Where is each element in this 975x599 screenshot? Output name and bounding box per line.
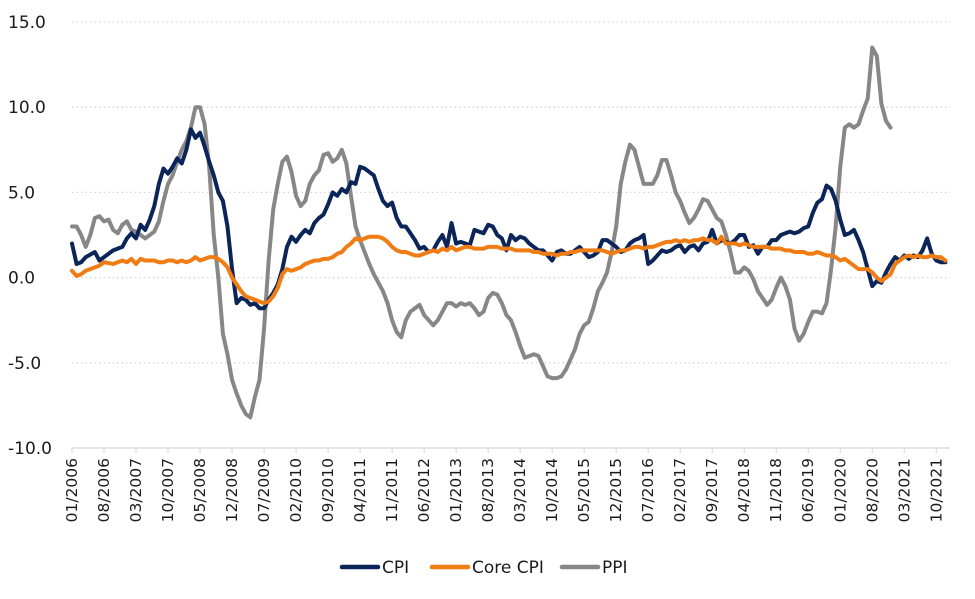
x-tick-label: 03/2021 bbox=[895, 458, 913, 522]
y-tick-label: 15.0 bbox=[8, 13, 46, 33]
x-tick-label: 09/2010 bbox=[319, 458, 337, 522]
gridlines bbox=[72, 21, 950, 449]
y-tick-label: 10.0 bbox=[8, 98, 46, 118]
legend-item-core-cpi: Core CPI bbox=[429, 558, 544, 578]
x-tick-label: 08/2020 bbox=[863, 458, 881, 522]
x-tick-label: 12/2015 bbox=[607, 458, 625, 522]
legend-label: CPI bbox=[382, 558, 409, 578]
legend: CPI Core CPI PPI bbox=[339, 558, 628, 578]
x-tick-label: 06/2019 bbox=[799, 458, 817, 522]
series-line-cpi bbox=[70, 127, 948, 311]
y-tick-label: -5.0 bbox=[8, 354, 41, 374]
x-tick-label: 07/2009 bbox=[255, 458, 273, 522]
legend-item-cpi: CPI bbox=[339, 558, 409, 578]
x-tick-label: 08/2013 bbox=[479, 458, 497, 522]
x-tick-label: 07/2016 bbox=[639, 458, 657, 522]
x-tick-label: 02/2010 bbox=[287, 458, 305, 522]
y-axis-ticks: 15.0 10.0 5.0 0.0 -5.0 -10.0 bbox=[8, 13, 52, 459]
x-tick-label: 08/2006 bbox=[95, 458, 113, 522]
x-tick-label: 03/2007 bbox=[127, 458, 145, 522]
x-tick-label: 11/2018 bbox=[767, 458, 785, 522]
x-tick-label: 02/2017 bbox=[671, 458, 689, 522]
x-tick-label: 01/2013 bbox=[447, 458, 465, 522]
x-axis-ticks: 01/2006 08/2006 03/2007 10/2007 05/2008 12/20… bbox=[63, 448, 945, 522]
legend-item-ppi: PPI bbox=[559, 558, 628, 578]
x-tick-label: 05/2015 bbox=[575, 458, 593, 522]
legend-label: PPI bbox=[602, 558, 628, 578]
y-tick-label: -10.0 bbox=[8, 439, 52, 459]
x-tick-label: 11/2011 bbox=[383, 458, 401, 522]
x-tick-label: 06/2012 bbox=[415, 458, 433, 522]
x-tick-label: 10/2021 bbox=[927, 458, 945, 522]
legend-label: Core CPI bbox=[472, 558, 544, 578]
series-line-core-cpi bbox=[70, 234, 948, 306]
x-tick-label: 09/2017 bbox=[703, 458, 721, 522]
x-tick-label: 05/2008 bbox=[191, 458, 209, 522]
x-tick-label: 01/2020 bbox=[831, 458, 849, 522]
x-tick-label: 10/2014 bbox=[543, 458, 561, 522]
y-tick-label: 5.0 bbox=[8, 183, 35, 203]
y-tick-label: 0.0 bbox=[8, 269, 35, 289]
x-tick-label: 10/2007 bbox=[159, 458, 177, 522]
x-tick-label: 03/2014 bbox=[511, 458, 529, 522]
x-tick-label: 04/2018 bbox=[735, 458, 753, 522]
x-tick-label: 12/2008 bbox=[223, 458, 241, 522]
series-lines bbox=[70, 45, 948, 420]
x-tick-label: 01/2006 bbox=[63, 458, 81, 522]
x-tick-label: 04/2011 bbox=[351, 458, 369, 522]
